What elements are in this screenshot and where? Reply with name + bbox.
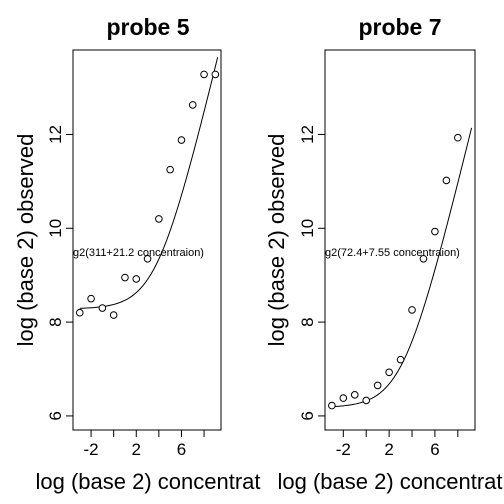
panel-1-x-axis-label: log (base 2) concentrat <box>35 469 260 494</box>
panel-1-data-point <box>121 273 129 282</box>
panel-2-x-tick-label: 2 <box>384 440 393 459</box>
panel-1-data-point <box>188 101 197 109</box>
panel-1-data-point <box>98 304 107 312</box>
panel-1-data-point <box>211 70 220 79</box>
panel-1-data-point <box>166 165 174 174</box>
panel-2-data-point <box>419 254 428 263</box>
panel-1-y-tick-label: 12 <box>46 125 65 144</box>
panel-2-data-point <box>454 133 462 142</box>
panel-2-data-point <box>328 401 336 410</box>
panel-1-y-tick-label: 6 <box>46 411 65 420</box>
panel-2-fit-curve <box>331 127 473 408</box>
panel-1-data-point <box>87 294 95 303</box>
panel-2-x-tick-label: -2 <box>336 440 351 459</box>
panel-1-y-tick-label: 8 <box>46 317 65 326</box>
panel-1-title: probe 5 <box>106 14 189 40</box>
panel-2-fit-annotation: g2(72.4+7.55 concentraion) <box>325 247 460 259</box>
panel-2-data-point <box>385 368 393 377</box>
panel-1-data-point <box>155 215 163 223</box>
panel-1-fit-annotation: g2(311+21.2 concentraion) <box>73 247 204 259</box>
panel-2-y-tick-label: 6 <box>298 411 317 420</box>
panel-1-data-point <box>200 70 208 79</box>
panel-1-fit-curve <box>79 57 219 309</box>
panel-2-y-tick-label: 12 <box>298 125 317 144</box>
panel-1-x-tick-label: -2 <box>84 440 99 459</box>
panel-1-x-tick-label: 6 <box>177 440 186 459</box>
panel-1-data-point <box>75 308 84 317</box>
panel-2-data-point <box>350 391 359 399</box>
panel-2-data-point <box>339 394 348 402</box>
panel-1-data-point <box>177 136 186 144</box>
panel-2-data-point <box>431 227 439 236</box>
panel-2-x-axis-label: log (base 2) concentrat <box>277 469 502 494</box>
panel-2-data-point <box>396 355 405 364</box>
panel-2-data-point <box>362 396 371 405</box>
panel-2-y-tick-label: 10 <box>298 219 317 238</box>
panel-1-plot-frame <box>72 49 222 431</box>
panel-1-x-tick-label: 2 <box>132 440 141 459</box>
panel-1-data-point <box>132 275 141 283</box>
panel-1-data-point <box>109 311 118 319</box>
panel-2-plot-frame <box>324 49 476 431</box>
panel-2-data-point <box>408 306 416 314</box>
panel-2-data-point <box>373 381 382 390</box>
panel-2-data-point <box>442 176 451 185</box>
panel-2-title: probe 7 <box>358 14 441 40</box>
panel-2-x-tick-label: 6 <box>430 440 439 459</box>
panel-1-y-tick-label: 10 <box>46 219 65 238</box>
panel-2-y-tick-label: 8 <box>298 317 317 326</box>
panel-2-y-axis-label: log (base 2) observed <box>264 134 289 347</box>
panel-1-data-point <box>143 254 152 263</box>
panel-1-y-axis-label: log (base 2) observed <box>13 134 38 347</box>
